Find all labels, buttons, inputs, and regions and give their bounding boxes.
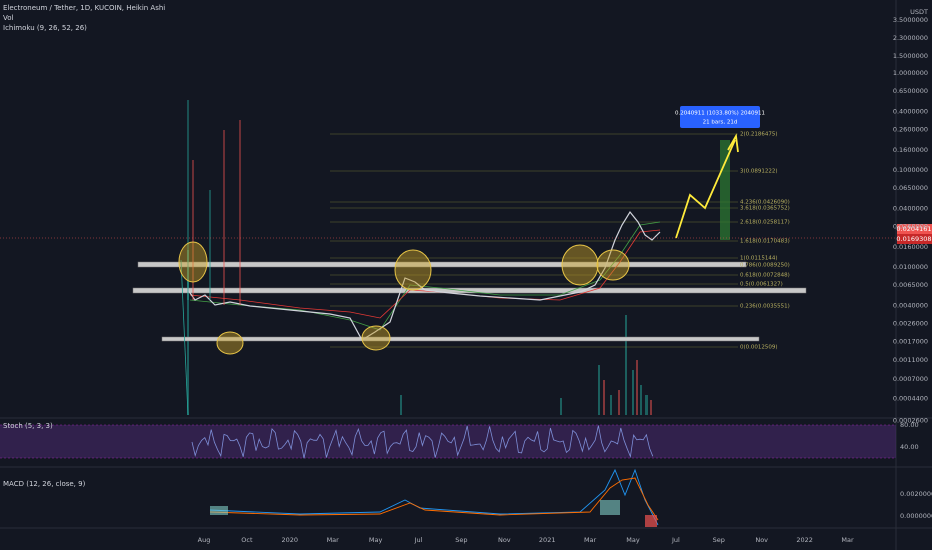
measure-text: 0.2040911 (1033.80%) 2040911 xyxy=(675,111,765,117)
fib-label: 0.5(0.0061327) xyxy=(740,282,783,288)
macd-title: MACD (12, 26, close, 9) xyxy=(3,480,86,488)
projection-arrow xyxy=(675,139,736,239)
stoch-axis-label: 80.00 xyxy=(900,421,919,429)
prev-price-tag xyxy=(897,234,932,244)
price-tick-label: 0.0040000 xyxy=(893,302,928,310)
fib-labels: 2(0.2186475) 3(0.0891222) 4.236(0.0426090)… xyxy=(740,132,790,351)
price-tick-label: 0.2600000 xyxy=(893,126,928,134)
volume-bars xyxy=(187,250,648,415)
macd-histogram xyxy=(210,500,620,515)
support-zones xyxy=(132,261,807,342)
macd-histogram xyxy=(645,515,657,527)
price-tick-label: 0.0065000 xyxy=(893,281,928,289)
signal-line xyxy=(209,477,659,521)
stoch-line xyxy=(191,425,654,459)
price-tick-label: 0.0400000 xyxy=(893,205,928,213)
time-label: Jul xyxy=(671,536,680,544)
fib-label: 0(0.0012509) xyxy=(740,345,778,351)
price-tick-label: 1.5000000 xyxy=(893,52,928,60)
wick-spikes xyxy=(180,100,241,416)
volume-label: Vol xyxy=(3,14,14,22)
highlight-circles xyxy=(178,241,630,355)
macd-axis-label: 0.0000000 xyxy=(900,512,932,520)
currency: USDT xyxy=(910,8,928,16)
price-tick-label: 0.0002600 xyxy=(893,417,928,425)
price-tick-label: 0.0007000 xyxy=(893,375,928,383)
volume-bars xyxy=(603,360,652,415)
ichimoku-line xyxy=(189,221,661,331)
projection-arrow-head xyxy=(727,133,739,153)
price-tick-label: 0.0026000 xyxy=(893,320,928,328)
price-tick-label: 0.1000000 xyxy=(893,166,928,174)
time-label: 2022 xyxy=(796,536,813,544)
fib-label: 2.618(0.0258117) xyxy=(740,220,790,226)
time-label: Sep xyxy=(455,536,467,544)
price-line xyxy=(187,210,661,341)
fib-label: 0.618(0.0072848) xyxy=(740,273,790,279)
last-price-tag xyxy=(897,224,932,234)
price-tick-label: 0.0011000 xyxy=(893,356,928,364)
time-label: Mar xyxy=(841,536,854,544)
price-tick-label: 0.0160000 xyxy=(893,243,928,251)
fib-label: 3(0.0891222) xyxy=(740,169,778,175)
time-label: Jul xyxy=(414,536,423,544)
macd-axis-label: 0.0020000 xyxy=(900,490,932,498)
fib-label: 2(0.2186475) xyxy=(740,132,778,138)
fib-label: 1.618(0.0170483) xyxy=(740,239,790,245)
fib-label: 3.618(0.0365752) xyxy=(740,206,790,212)
fib-label: 1(0.0115144) xyxy=(740,256,778,262)
price-tick-label: 0.6500000 xyxy=(893,87,928,95)
price-tick-label: 0.0100000 xyxy=(893,263,928,271)
time-label: 2020 xyxy=(282,536,299,544)
price-tick-label: 0.0650000 xyxy=(893,184,928,192)
time-label: Nov xyxy=(755,536,768,544)
stoch-axis-label: 40.00 xyxy=(900,443,919,451)
measure-box xyxy=(680,106,760,128)
price-tick-label: 0.1600000 xyxy=(893,146,928,154)
price-tick-label: 2.3000000 xyxy=(893,34,928,42)
prev-price: 0.0169308 xyxy=(896,235,931,243)
time-label: May xyxy=(369,536,383,544)
measure-text: 21 bars, 21d xyxy=(703,120,738,126)
time-label: Mar xyxy=(584,536,597,544)
time-label: Oct xyxy=(241,536,253,544)
measure-range xyxy=(720,140,730,240)
stoch-title: Stoch (5, 3, 3) xyxy=(3,422,53,430)
time-label: Sep xyxy=(713,536,725,544)
price-tick-label: 1.0000000 xyxy=(893,69,928,77)
time-label: Nov xyxy=(498,536,511,544)
time-label: Mar xyxy=(327,536,340,544)
time-label: May xyxy=(626,536,640,544)
last-price: 0.0204161 xyxy=(896,225,931,233)
fib-label: 0.236(0.0035551) xyxy=(740,304,790,310)
symbol-title: Electroneum / Tether, 1D, KUCOIN, Heikin… xyxy=(3,4,165,12)
time-axis: Aug Oct 2020 Mar May Jul Sep Nov 2021 Mar May Jul Se… xyxy=(198,536,854,544)
price-tick-label: 3.5000000 xyxy=(893,16,928,24)
price-tick-label: 0.0004400 xyxy=(893,395,928,403)
fib-label: 4.236(0.0426090) xyxy=(740,200,790,206)
time-label: Aug xyxy=(198,536,211,544)
ichimoku-label: Ichimoku (9, 26, 52, 26) xyxy=(3,24,87,32)
fib-label: 0.786(0.0089250) xyxy=(740,263,790,269)
price-tick-label: 0.4000000 xyxy=(893,108,928,116)
price-axis: 3.5000000 2.3000000 1.5000000 1.0000000 0.65… xyxy=(893,16,928,425)
time-label: 2021 xyxy=(539,536,556,544)
price-tick-label: 0.0260000 xyxy=(893,223,928,231)
price-tick-label: 0.0017000 xyxy=(893,338,928,346)
